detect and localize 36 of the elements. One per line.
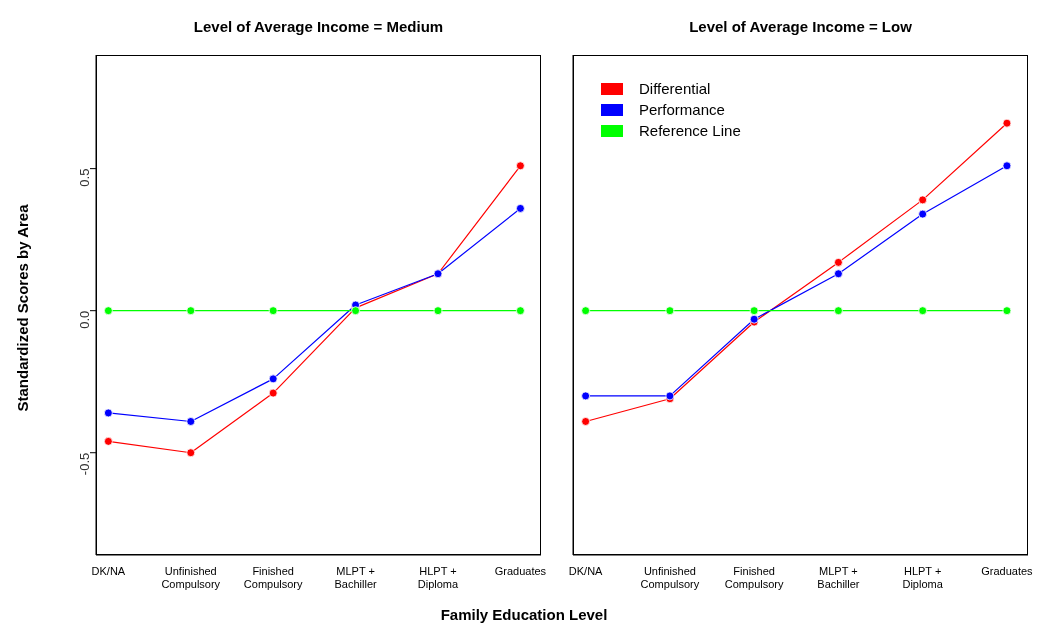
x-axis-title: Family Education Level <box>439 606 609 623</box>
x-tick-label: Graduates <box>494 565 547 577</box>
x-tick-label: DK/NA <box>91 565 126 577</box>
legend-label: Reference Line <box>639 121 741 141</box>
y-tick-label: -0.5 <box>76 452 92 476</box>
point <box>1002 306 1012 316</box>
x-tick-label: Finished Compulsory <box>724 565 784 590</box>
legend-label: Performance <box>639 100 725 120</box>
x-tick-label: Unfinished Compulsory <box>161 565 221 590</box>
point <box>1002 161 1012 171</box>
point <box>581 417 591 426</box>
x-tick-label: HLPT + Diploma <box>902 565 944 590</box>
point <box>665 306 675 316</box>
point <box>918 195 928 205</box>
point <box>834 257 843 267</box>
chart-title: Level of Average Income = Medium <box>192 18 445 35</box>
legend-label: Differential <box>639 79 711 99</box>
x-tick-label: DK/NA <box>568 565 604 577</box>
point <box>749 306 759 316</box>
point <box>581 306 591 316</box>
x-tick-label: HLPT + Diploma <box>417 565 460 590</box>
point <box>918 306 928 316</box>
point <box>581 391 591 401</box>
x-tick-label: Finished Compulsory <box>243 565 304 590</box>
x-tick-label: MLPT + Bachiller <box>334 565 378 590</box>
point <box>834 269 843 279</box>
point <box>834 306 843 316</box>
point <box>918 209 928 219</box>
x-tick-label: MLPT + Bachiller <box>817 565 860 590</box>
point <box>1002 118 1012 128</box>
chart-title: Level of Average Income = Low <box>688 18 913 35</box>
y-tick-label: 0.5 <box>76 168 92 187</box>
y-axis-title: Standardized Scores by Area <box>13 204 31 412</box>
x-tick-label: Graduates <box>981 565 1034 577</box>
x-tick-label: Unfinished Compulsory <box>640 565 700 590</box>
y-tick-label: 0.0 <box>76 310 92 329</box>
